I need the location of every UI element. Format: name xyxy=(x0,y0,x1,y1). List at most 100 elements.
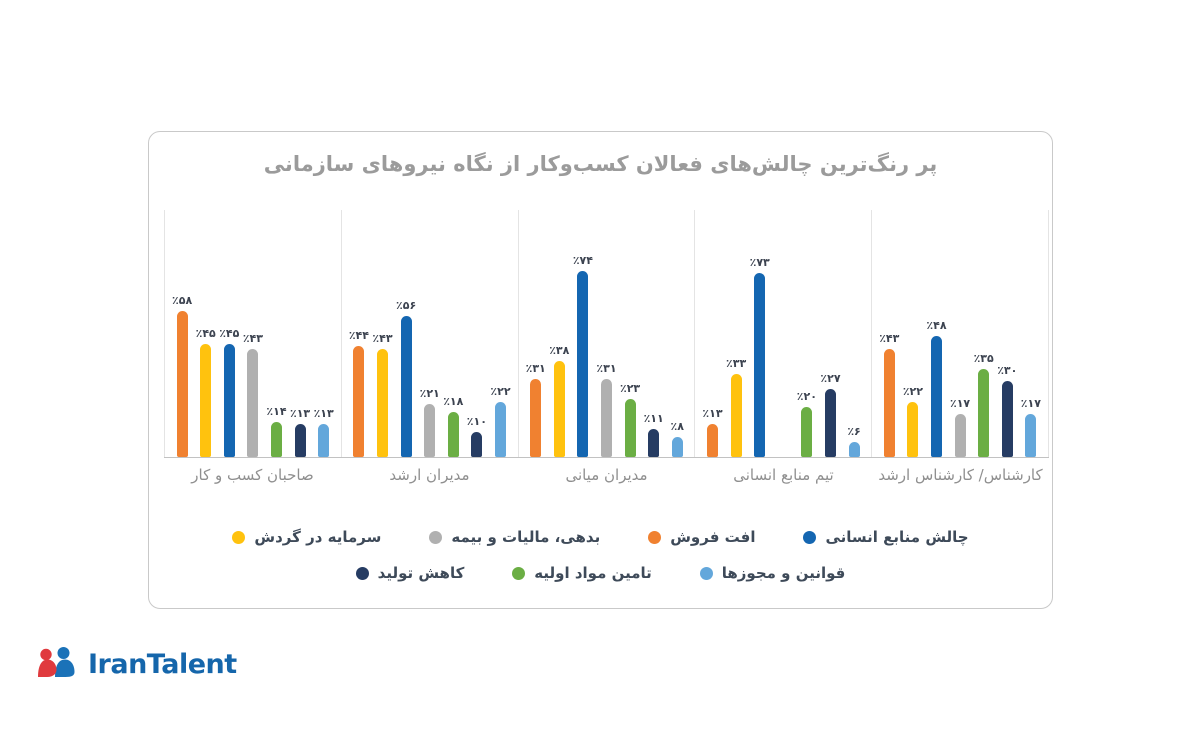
bar-series-6 xyxy=(671,436,683,457)
bar-slot: ٪۳۱ xyxy=(524,362,548,457)
bar-value-label: ٪۷۳ xyxy=(749,256,770,270)
bar-slot: ٪۴۳ xyxy=(241,332,265,457)
bar-series-0 xyxy=(176,310,188,457)
legend-label: تامین مواد اولیه xyxy=(534,564,652,582)
legend-dot-icon xyxy=(429,530,443,544)
bar-group: ٪۳۱ ٪۳۸ ٪۷۴ ٪۳۱ ٪۲۳ ٪۱۱ ٪۸ xyxy=(519,210,695,457)
bar-slot: ٪۱۷ xyxy=(948,397,972,457)
bar-slot: ٪۱۱ xyxy=(642,412,666,457)
bar-value-label: ٪۴۳ xyxy=(242,331,263,345)
bar-value-label: ٪۳۸ xyxy=(549,344,570,358)
bar-series-6 xyxy=(318,424,330,457)
bar-series-1 xyxy=(907,401,919,457)
bar-slot: ٪۳۳ xyxy=(724,357,748,457)
category-panel: ٪۱۳ ٪۳۳ ٪۷۳ ٪۲۰ ٪۲۷ ٪۶ xyxy=(694,210,871,457)
legend-label: قوانین و مجوزها xyxy=(721,564,846,582)
bar-value-label: ٪۲۳ xyxy=(620,382,641,396)
chart-card: پر رنگ‌ترین چالش‌های فعالان کسب‌وکار از … xyxy=(148,131,1053,609)
bar-value-label: ٪۴۵ xyxy=(219,326,240,340)
legend-label: سرمایه در گردش xyxy=(254,528,382,546)
category-label: مدیران میانی xyxy=(565,466,648,484)
bar-slot: ٪۵۸ xyxy=(170,294,194,457)
bar-slot: ٪۲۱ xyxy=(418,387,442,457)
bar-series-3 xyxy=(424,404,436,457)
bar-slot: ٪۵۶ xyxy=(394,299,418,457)
bar-series-2 xyxy=(930,336,942,457)
bar-slot: ٪۷۴ xyxy=(571,254,595,457)
bar-slot: ٪۴۳ xyxy=(371,332,395,457)
bar-series-0 xyxy=(707,424,718,457)
bar-value-label: ٪۳۱ xyxy=(596,361,617,375)
bar-series-0 xyxy=(883,348,895,457)
bar-value-label: ٪۴۸ xyxy=(926,319,947,333)
bar-value-label: ٪۳۳ xyxy=(726,356,747,370)
bar-series-5 xyxy=(471,431,483,457)
bar-value-label: ٪۵۶ xyxy=(396,298,417,312)
bar-slot: ٪۱۳ xyxy=(701,407,725,457)
bar-group: ٪۵۸ ٪۴۵ ٪۴۵ ٪۴۳ ٪۱۴ ٪۱۳ ٪۱۳ xyxy=(165,210,341,457)
bar-value-label: ٪۱۳ xyxy=(313,407,334,421)
bar-group: ٪۱۳ ٪۳۳ ٪۷۳ ٪۲۰ ٪۲۷ ٪۶ xyxy=(695,210,871,457)
bar-value-label: ٪۱۷ xyxy=(1020,397,1041,411)
plot-area: ٪۵۸ ٪۴۵ ٪۴۵ ٪۴۳ ٪۱۴ ٪۱۳ ٪۱۳ ٪۴۴ ٪۴۳ ٪۵۶ ٪۲۱ ٪۱۸ ٪۱۰ ٪… xyxy=(164,210,1049,458)
bar-series-5 xyxy=(1001,381,1013,457)
bar-value-label: ٪۲۰ xyxy=(796,389,817,403)
bar-slot: ٪۱۸ xyxy=(441,395,465,457)
legend-item: سرمایه در گردش xyxy=(232,528,381,546)
bar-value-label: ٪۲۲ xyxy=(490,384,511,398)
bar-series-2 xyxy=(577,270,589,457)
bar-slot: ٪۴۵ xyxy=(194,327,218,457)
bar-value-label: ٪۲۱ xyxy=(419,387,440,401)
bar-slot: ٪۸ xyxy=(665,420,689,457)
bar-slot: ٪۴۵ xyxy=(218,327,242,457)
bar-series-3 xyxy=(600,378,612,457)
bar-value-label: ٪۳۱ xyxy=(525,361,546,375)
irantalent-logo-icon xyxy=(38,647,75,677)
bar-value-label: ٪۴۴ xyxy=(348,329,369,343)
legend-dot-icon xyxy=(648,530,662,544)
bar-slot: ٪۲۷ xyxy=(819,372,843,457)
bar-slot: ٪۴۴ xyxy=(347,329,371,457)
bar-value-label: ٪۲۲ xyxy=(902,384,923,398)
irantalent-logo: IranTalent xyxy=(36,646,237,682)
bar-slot: ٪۲۰ xyxy=(795,390,819,457)
bar-value-label: ٪۸ xyxy=(670,419,684,433)
bar-value-label: ٪۴۳ xyxy=(372,331,393,345)
category-label: صاحبان کسب و کار xyxy=(191,466,314,484)
chart-title: پر رنگ‌ترین چالش‌های فعالان کسب‌وکار از … xyxy=(263,152,938,176)
bar-slot: ٪۱۷ xyxy=(1019,397,1043,457)
category-panel: ٪۵۸ ٪۴۵ ٪۴۵ ٪۴۳ ٪۱۴ ٪۱۳ ٪۱۳ xyxy=(164,210,341,457)
bar-value-label: ٪۵۸ xyxy=(172,293,193,307)
bar-value-label: ٪۱۴ xyxy=(266,404,287,418)
bar-slot: ٪۳۰ xyxy=(995,364,1019,457)
bar-series-5 xyxy=(294,424,306,457)
bar-series-3 xyxy=(954,414,966,457)
bar-slot: ٪۲۳ xyxy=(618,382,642,457)
bar-series-1 xyxy=(200,343,212,457)
bar-slot: ٪۱۳ xyxy=(288,407,312,457)
legend-label: کاهش تولید xyxy=(377,564,465,582)
category-axis: صاحبان کسب و کار مدیران ارشد مدیران میانی ت… xyxy=(164,466,1049,484)
bar-series-6 xyxy=(494,401,506,457)
bar-series-6 xyxy=(1025,414,1037,457)
bar-slot: ٪۲۲ xyxy=(901,385,925,457)
legend-item: بدهی، مالیات و بیمه xyxy=(429,528,600,546)
bar-slot: ٪۶ xyxy=(842,425,866,457)
bar-series-4 xyxy=(978,368,990,457)
bar-series-0 xyxy=(530,378,542,457)
bar-series-4 xyxy=(801,406,813,457)
bar-value-label: ٪۱۷ xyxy=(950,397,971,411)
legend-label: افت فروش xyxy=(670,528,756,546)
bar-slot: ٪۱۴ xyxy=(265,405,289,457)
bar-series-5 xyxy=(648,429,660,457)
bar-value-label: ٪۳۰ xyxy=(997,364,1018,378)
legend-dot-icon xyxy=(355,566,369,580)
bar-value-label: ٪۲۷ xyxy=(820,371,841,385)
legend-item: قوانین و مجوزها xyxy=(699,564,846,582)
bar-series-0 xyxy=(353,346,365,457)
irantalent-logo-text: IranTalent xyxy=(88,648,237,680)
bar-series-4 xyxy=(270,421,282,457)
bar-series-4 xyxy=(624,399,636,457)
bar-slot: ٪۲۲ xyxy=(489,385,513,457)
legend-item: چالش منابع انسانی xyxy=(803,528,969,546)
